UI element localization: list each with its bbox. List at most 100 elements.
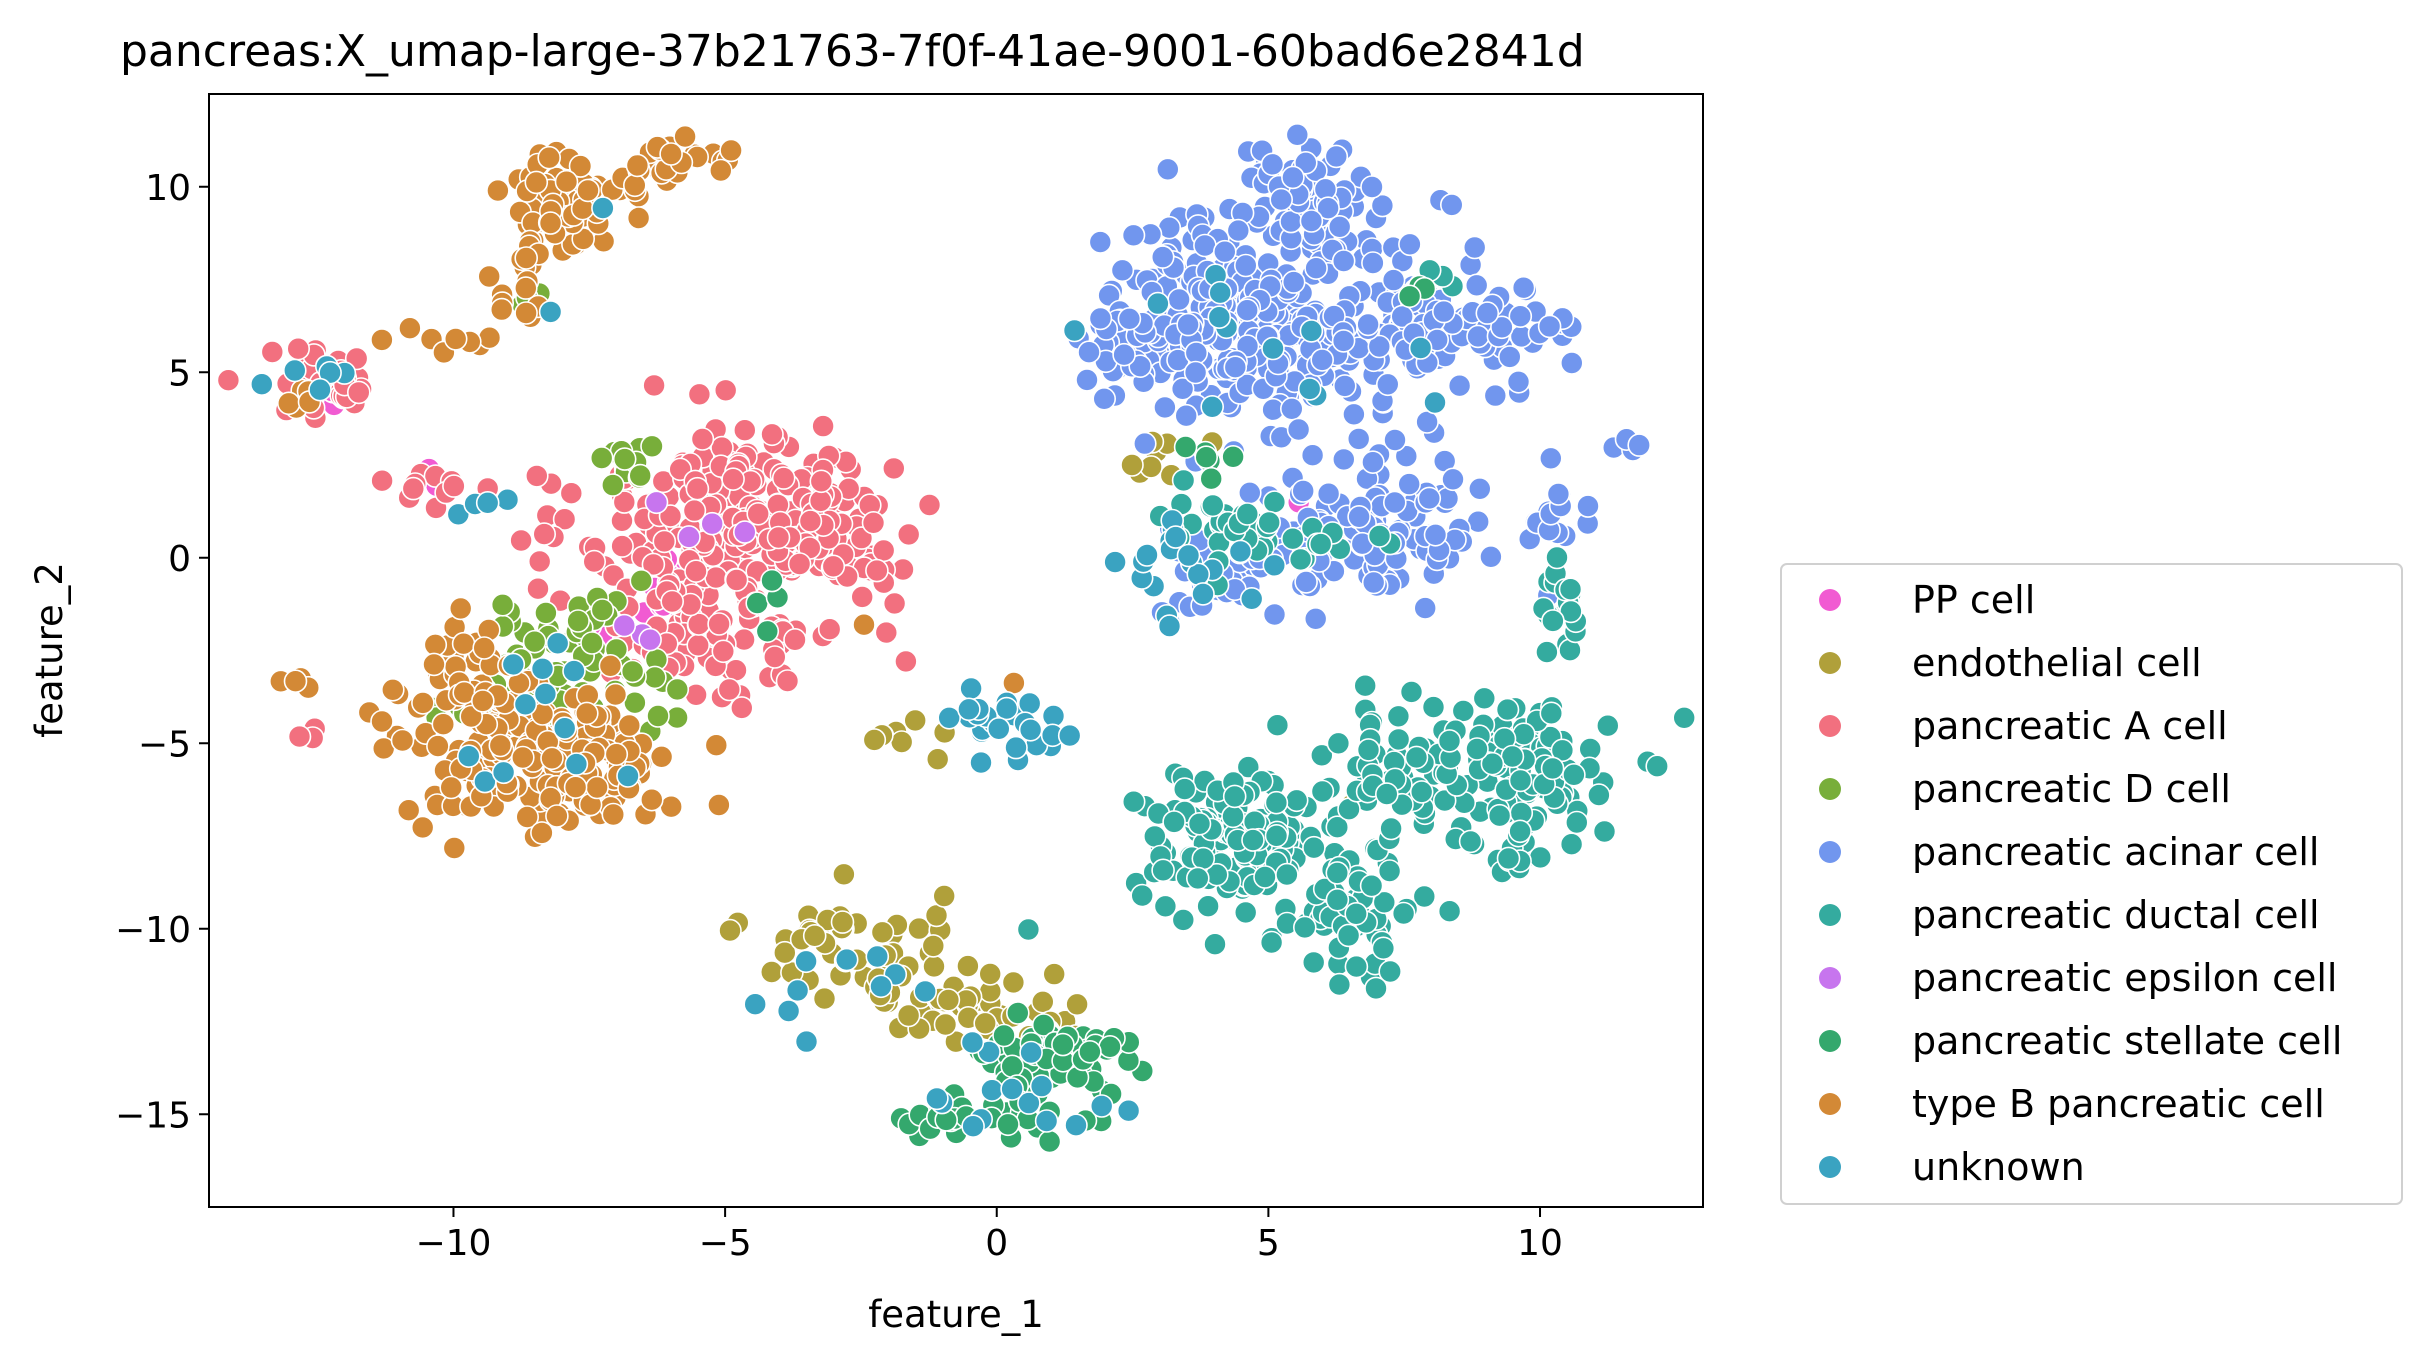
legend-marker [1819, 589, 1841, 611]
data-point [1176, 543, 1201, 568]
data-point [1472, 686, 1497, 711]
data-point [1221, 444, 1245, 469]
data-point [1293, 915, 1317, 940]
legend-marker [1819, 1030, 1841, 1052]
series-pancreatic-acinar-cell [1066, 123, 1651, 634]
data-point [704, 733, 729, 758]
data-point [1508, 768, 1533, 793]
data-point [1361, 251, 1385, 275]
data-point [903, 708, 928, 733]
data-point [1596, 713, 1620, 738]
data-point [1288, 547, 1313, 572]
data-point [743, 992, 768, 1017]
data-point [759, 960, 784, 984]
data-point [422, 652, 446, 677]
data-point [862, 728, 887, 752]
data-point [451, 631, 476, 656]
data-point [1191, 846, 1216, 871]
data-point [1375, 782, 1399, 806]
data-point [580, 631, 604, 655]
data-point [489, 297, 514, 322]
data-point [1257, 510, 1281, 535]
data-point [1483, 383, 1508, 408]
data-point [1361, 570, 1386, 595]
data-point [1128, 354, 1152, 379]
data-point [1281, 165, 1305, 190]
data-point [582, 549, 607, 574]
legend-label: pancreatic acinar cell [1912, 830, 2319, 874]
data-point [370, 468, 394, 493]
data-point [700, 511, 725, 536]
data-point [1174, 403, 1198, 428]
data-point [477, 264, 502, 289]
data-point [610, 534, 634, 558]
data-point [713, 378, 738, 403]
data-point [1342, 402, 1366, 427]
data-point [1262, 602, 1287, 627]
x-tick-label: 0 [985, 1223, 1008, 1264]
data-point [1377, 859, 1402, 883]
data-point [1359, 873, 1384, 898]
data-point [1364, 976, 1388, 1001]
data-point [1451, 699, 1476, 723]
data-point [486, 178, 510, 203]
data-point [798, 509, 823, 533]
data-point [642, 373, 666, 398]
data-point [1234, 253, 1258, 278]
data-point [1097, 283, 1121, 308]
data-point [677, 525, 701, 549]
data-point [612, 447, 637, 471]
data-point [514, 301, 538, 325]
data-point [1398, 232, 1422, 257]
data-point [718, 918, 742, 943]
data-point [442, 474, 466, 498]
data-point [643, 665, 667, 690]
data-point [1110, 258, 1135, 283]
y-tick-label: −5 [138, 724, 191, 765]
data-point [978, 962, 1003, 986]
legend-marker [1819, 967, 1841, 989]
data-point [410, 815, 435, 840]
data-point [538, 300, 563, 324]
data-point [1029, 1074, 1054, 1098]
data-point [401, 476, 426, 501]
data-point [1163, 525, 1188, 549]
data-point [1587, 783, 1611, 807]
data-point [396, 798, 421, 823]
data-point [1042, 962, 1066, 986]
data-point [513, 276, 538, 300]
data-point [1308, 532, 1333, 556]
data-point [1264, 790, 1289, 815]
data-point [1327, 215, 1352, 239]
data-point [755, 619, 780, 644]
data-point [1051, 1032, 1075, 1057]
data-point [1261, 336, 1285, 361]
data-point [1253, 865, 1277, 889]
data-point [1356, 738, 1381, 762]
legend-frame [1780, 563, 2403, 1205]
data-point [1000, 1054, 1025, 1079]
points-layer [216, 123, 1696, 1154]
legend-label: pancreatic stellate cell [1912, 1019, 2343, 1063]
data-point [1347, 504, 1371, 529]
data-point [249, 372, 274, 397]
data-point [616, 764, 640, 788]
data-point [1332, 447, 1356, 472]
data-point [1301, 950, 1326, 975]
data-point [881, 456, 906, 481]
data-point [1541, 609, 1565, 633]
data-point [1432, 788, 1457, 813]
data-point [1346, 427, 1371, 451]
data-point [808, 489, 833, 513]
data-point [1291, 479, 1315, 503]
data-point [745, 591, 770, 615]
data-point [812, 986, 837, 1011]
data-point [1167, 287, 1191, 312]
data-point [1235, 502, 1260, 526]
data-point [686, 633, 711, 658]
data-point [852, 612, 876, 637]
data-point [1294, 570, 1318, 594]
data-point [646, 704, 670, 728]
data-point [732, 418, 757, 443]
x-tick-label: 10 [1517, 1223, 1563, 1264]
